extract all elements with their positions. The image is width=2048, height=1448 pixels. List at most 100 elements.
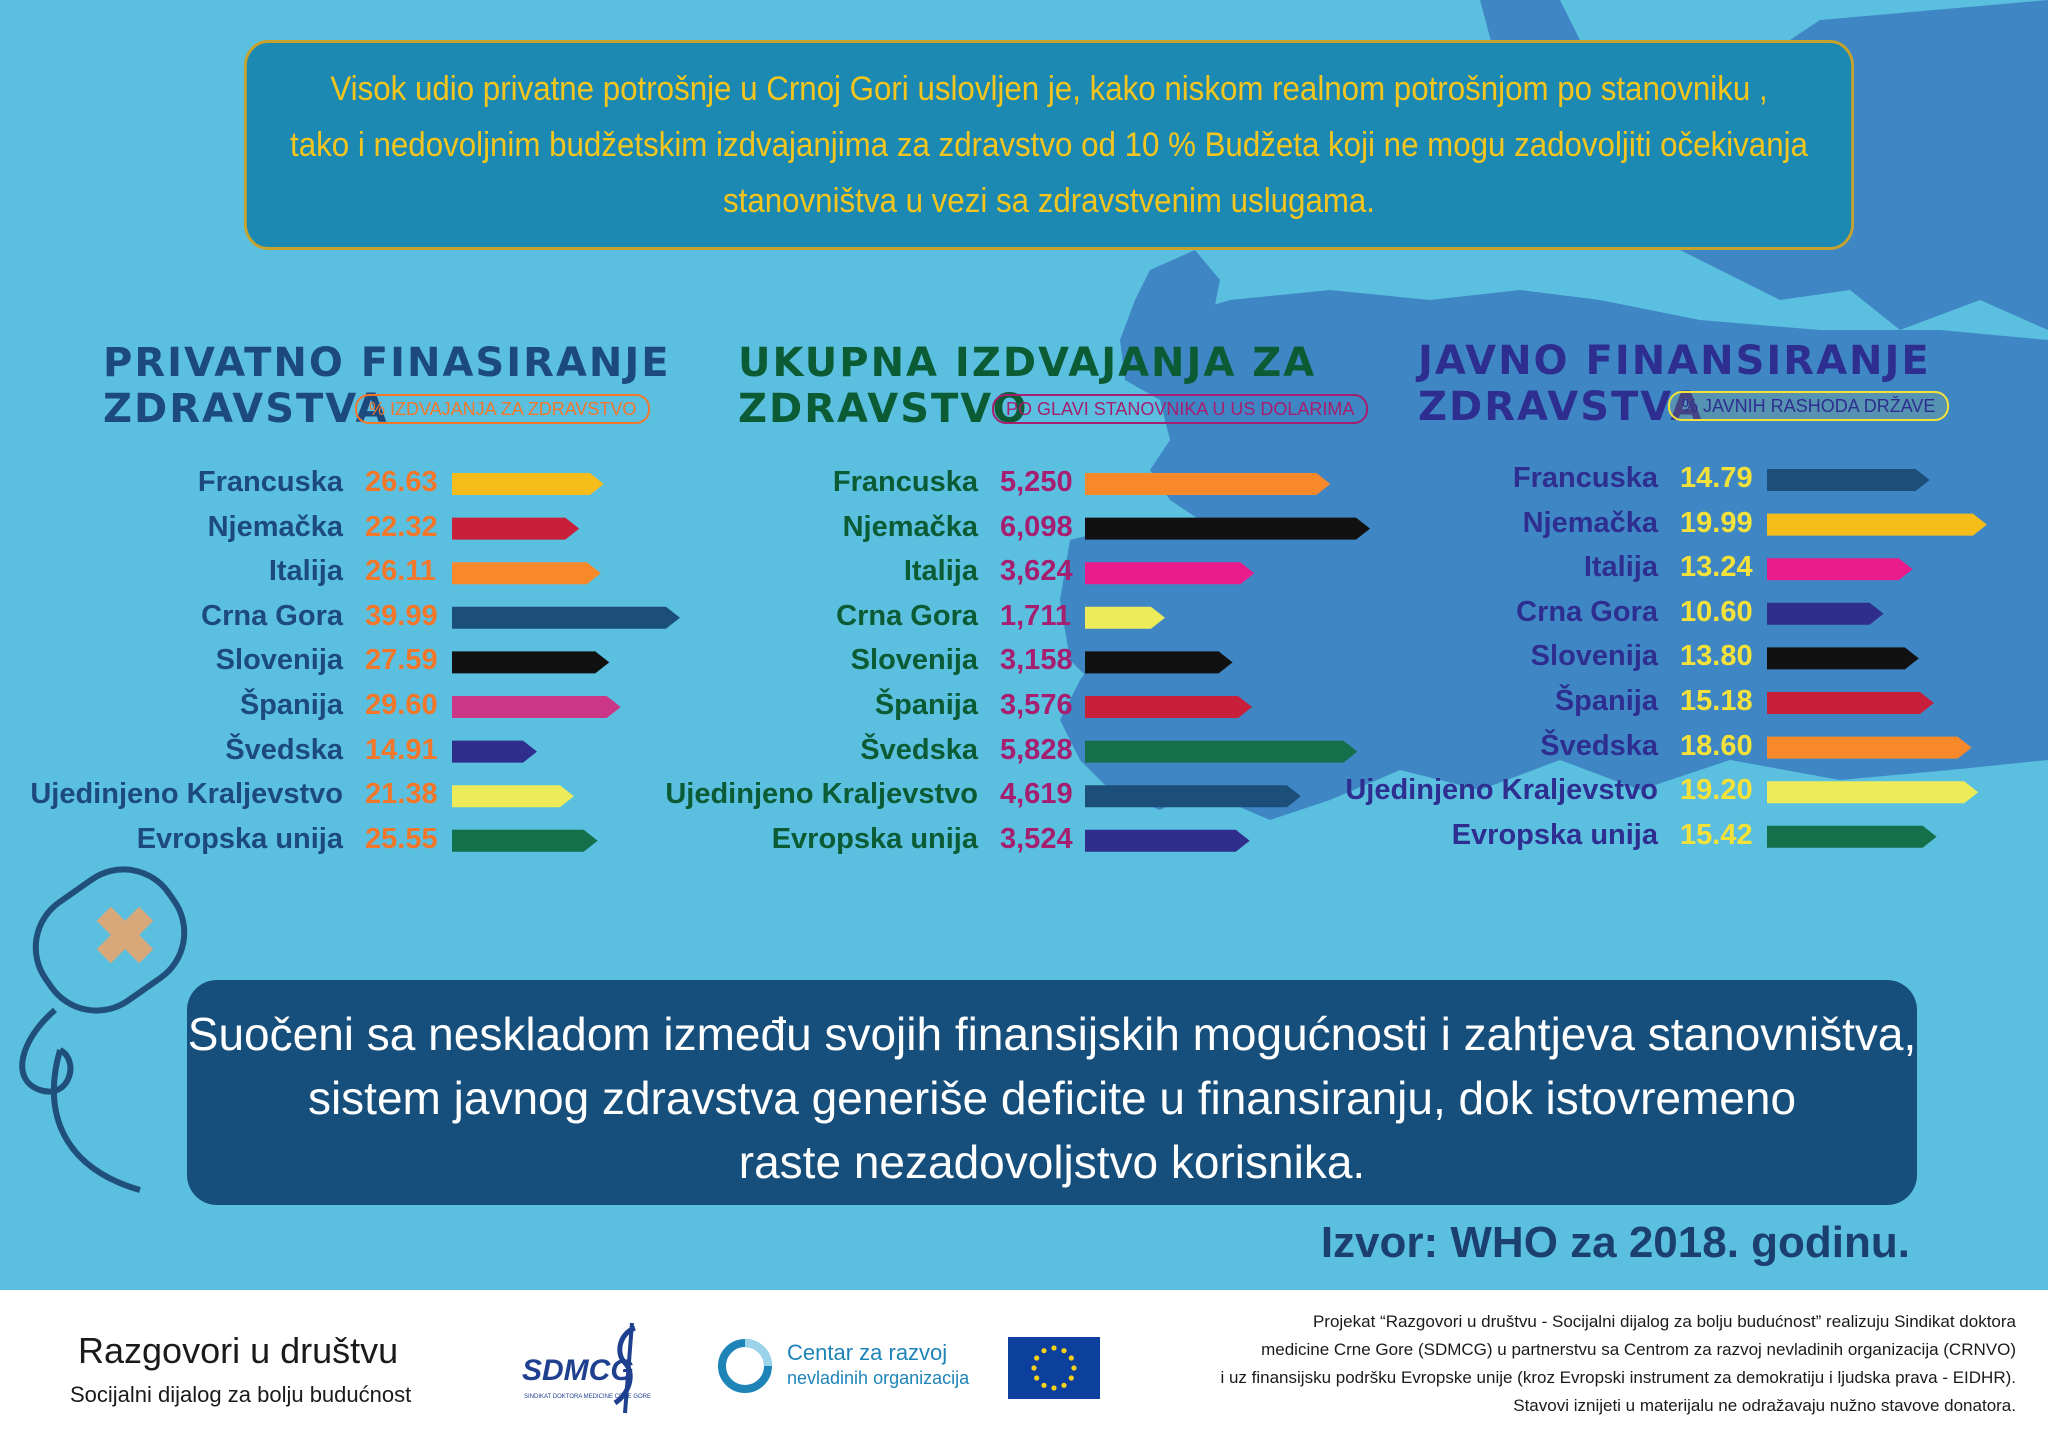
panel-2-value-label: 5,250: [1000, 466, 1073, 498]
project-subtitle: Socijalni dijalog za bolju budućnost: [70, 1382, 412, 1407]
panel-3-value-label: 15.18: [1680, 685, 1753, 717]
iv-bag-cross: [96, 906, 154, 964]
crnvo-logo: Centar za razvoj nevladinih organizacija: [715, 1332, 969, 1402]
panel-2-bar: [1085, 473, 1331, 495]
panel-2-value-label: 6,098: [1000, 510, 1073, 543]
crnvo-line-1: Centar za razvoj: [787, 1340, 948, 1365]
panel-2-value-label: 1,711: [1000, 599, 1071, 632]
eu-star: [1061, 1382, 1067, 1388]
panel-1-value-label: 25.55: [365, 822, 438, 855]
intro-line-2: tako i nedovoljnim budžetskim izdvajanji…: [290, 126, 1808, 164]
panel-1-country-label: Švedska: [225, 733, 343, 766]
panel-3-bar: [1767, 781, 1979, 804]
panel-2-country-label: Italija: [903, 555, 978, 588]
panel-2-bar: [1085, 785, 1301, 808]
panel-1-country-label: Njemačka: [207, 510, 343, 543]
eu-flag-icon: [1008, 1337, 1100, 1399]
panel-2-country-label: Crna Gora: [836, 599, 978, 632]
panel-1-title: PRIVATNO FINASIRANJE ZDRAVSTVA: [103, 340, 671, 432]
panel-2-value-label: 3,524: [1000, 822, 1073, 855]
panel-2-unit-badge: PO GLAVI STANOVNIKA U US DOLARIMA: [992, 394, 1369, 424]
panel-2-title-line-2: ZDRAVSTVO: [738, 386, 1029, 432]
panel-2-country-label: Evropska unija: [771, 822, 978, 855]
eu-star: [1068, 1355, 1074, 1361]
source-note: Izvor: WHO za 2018. godinu.: [1320, 1218, 1910, 1267]
panel-3-bar: [1767, 736, 1972, 759]
intro-line-1: Visok udio privatne potrošnje u Crnoj Go…: [330, 70, 1768, 108]
panel-1-value-label: 14.91: [365, 733, 438, 766]
panel-3-value-label: 19.99: [1680, 506, 1753, 539]
panel-1-country-label: Italija: [268, 555, 343, 588]
sdmcg-logo: SDMCG SINDIKAT DOKTORA MEDICINE CRNE GOR…: [522, 1322, 651, 1414]
panel-1-country-label: Španija: [239, 689, 343, 721]
intro-line-3: stanovništva u vezi sa zdravstvenim uslu…: [723, 182, 1375, 220]
panel-2-bar: [1085, 829, 1250, 852]
panel-1-bar: [452, 696, 621, 718]
panel-2-title-line-1: UKUPNA IZDVAJANJA ZA: [738, 340, 1317, 386]
eu-star: [1061, 1348, 1067, 1354]
panel-1-bar: [452, 562, 601, 585]
eu-star: [1041, 1348, 1047, 1354]
panel-1-value-label: 21.38: [365, 778, 438, 811]
panel-2-value-label: 4,619: [1000, 778, 1073, 811]
panel-1-title-line-2: ZDRAVSTVA: [103, 386, 389, 432]
panel-3-bar: [1767, 692, 1934, 714]
sdmcg-logo-subtext: SINDIKAT DOKTORA MEDICINE CRNE GORE: [524, 1394, 651, 1400]
panel-2-country-label: Francuska: [832, 466, 978, 498]
panel-2-value-label: 5,828: [1000, 733, 1073, 766]
panel-2-bar: [1085, 606, 1165, 629]
panel-3-bar: [1767, 647, 1919, 670]
eu-star: [1034, 1375, 1040, 1381]
panel-2-value-label: 3,624: [1000, 555, 1073, 588]
panel-1-value-label: 22.32: [365, 510, 438, 543]
panel-2-value-label: 3,158: [1000, 644, 1073, 677]
panel-3-value-label: 19.20: [1680, 774, 1753, 807]
panel-3-country-label: Crna Gora: [1516, 595, 1658, 628]
panel-3-country-label: Francuska: [1512, 462, 1658, 494]
panel-3-country-label: Slovenija: [1530, 640, 1658, 673]
panel-3-bar: [1767, 558, 1913, 581]
conclusion-line-2: sistem javnog zdravstva generiše deficit…: [307, 1072, 1797, 1124]
footer-disclaimer: Projekat “Razgovori u društvu - Socijaln…: [1136, 1308, 2016, 1420]
map-shape-britain: [1120, 250, 1220, 400]
panel-3-title: JAVNO FINANSIRANJE ZDRAVSTVA: [1418, 338, 1931, 430]
panel-2-bar: [1085, 562, 1255, 585]
panel-3-country-label: Ujedinjeno Kraljevstvo: [1345, 774, 1658, 807]
panel-3-bar: [1767, 825, 1937, 848]
panel-1-value-label: 27.59: [365, 644, 438, 677]
panel-2-bar: [1085, 696, 1253, 718]
panel-3-bar: [1767, 513, 1987, 536]
eu-star: [1068, 1375, 1074, 1381]
panel-3-bar: [1767, 469, 1930, 491]
panel-3-value-label: 13.24: [1680, 551, 1753, 584]
panel-1-country-label: Slovenija: [215, 644, 343, 677]
panel-3-bar: [1767, 602, 1884, 625]
eu-star: [1041, 1382, 1047, 1388]
panel-3-value-label: 13.80: [1680, 640, 1753, 673]
panel-2-bar: [1085, 651, 1233, 674]
panel-1-value-label: 26.11: [365, 555, 436, 588]
panel-3-country-label: Evropska unija: [1451, 818, 1658, 851]
panel-3-unit-badge: % JAVNIH RASHODA DRŽAVE: [1668, 391, 1950, 421]
panel-1-unit-badge: % IZDVAJANJA ZA ZDRAVSTVO: [355, 394, 651, 424]
panel-1-country-label: Francuska: [197, 466, 343, 498]
panel-1-title-line-1: PRIVATNO FINASIRANJE: [103, 340, 671, 386]
panel-1-bar: [452, 785, 574, 808]
crnvo-line-2: nevladinih organizacija: [787, 1368, 970, 1388]
panel-1-country-label: Evropska unija: [136, 822, 343, 855]
panel-3-title-line-1: JAVNO FINANSIRANJE: [1418, 338, 1931, 384]
panel-1-country-label: Ujedinjeno Kraljevstvo: [30, 778, 343, 811]
conclusion-line-3: raste nezadovoljstvo korisnika.: [738, 1136, 1366, 1188]
panel-1-bar: [452, 740, 537, 763]
panel-1-bar: [452, 829, 598, 852]
panel-3-country-label: Italija: [1583, 551, 1658, 584]
panel-3-title-line-2: ZDRAVSTVA: [1418, 384, 1704, 430]
panel-1-country-label: Crna Gora: [201, 599, 343, 632]
eu-star: [1071, 1365, 1077, 1371]
panel-3-value-label: 14.79: [1680, 462, 1753, 494]
panel-1-bar: [452, 517, 580, 540]
panel-1-value-label: 29.60: [365, 689, 438, 721]
footer-line-2: medicine Crne Gore (SDMCG) u partnerstvu…: [1261, 1340, 2016, 1359]
eu-star: [1034, 1355, 1040, 1361]
panel-1-value-label: 26.63: [365, 466, 438, 498]
